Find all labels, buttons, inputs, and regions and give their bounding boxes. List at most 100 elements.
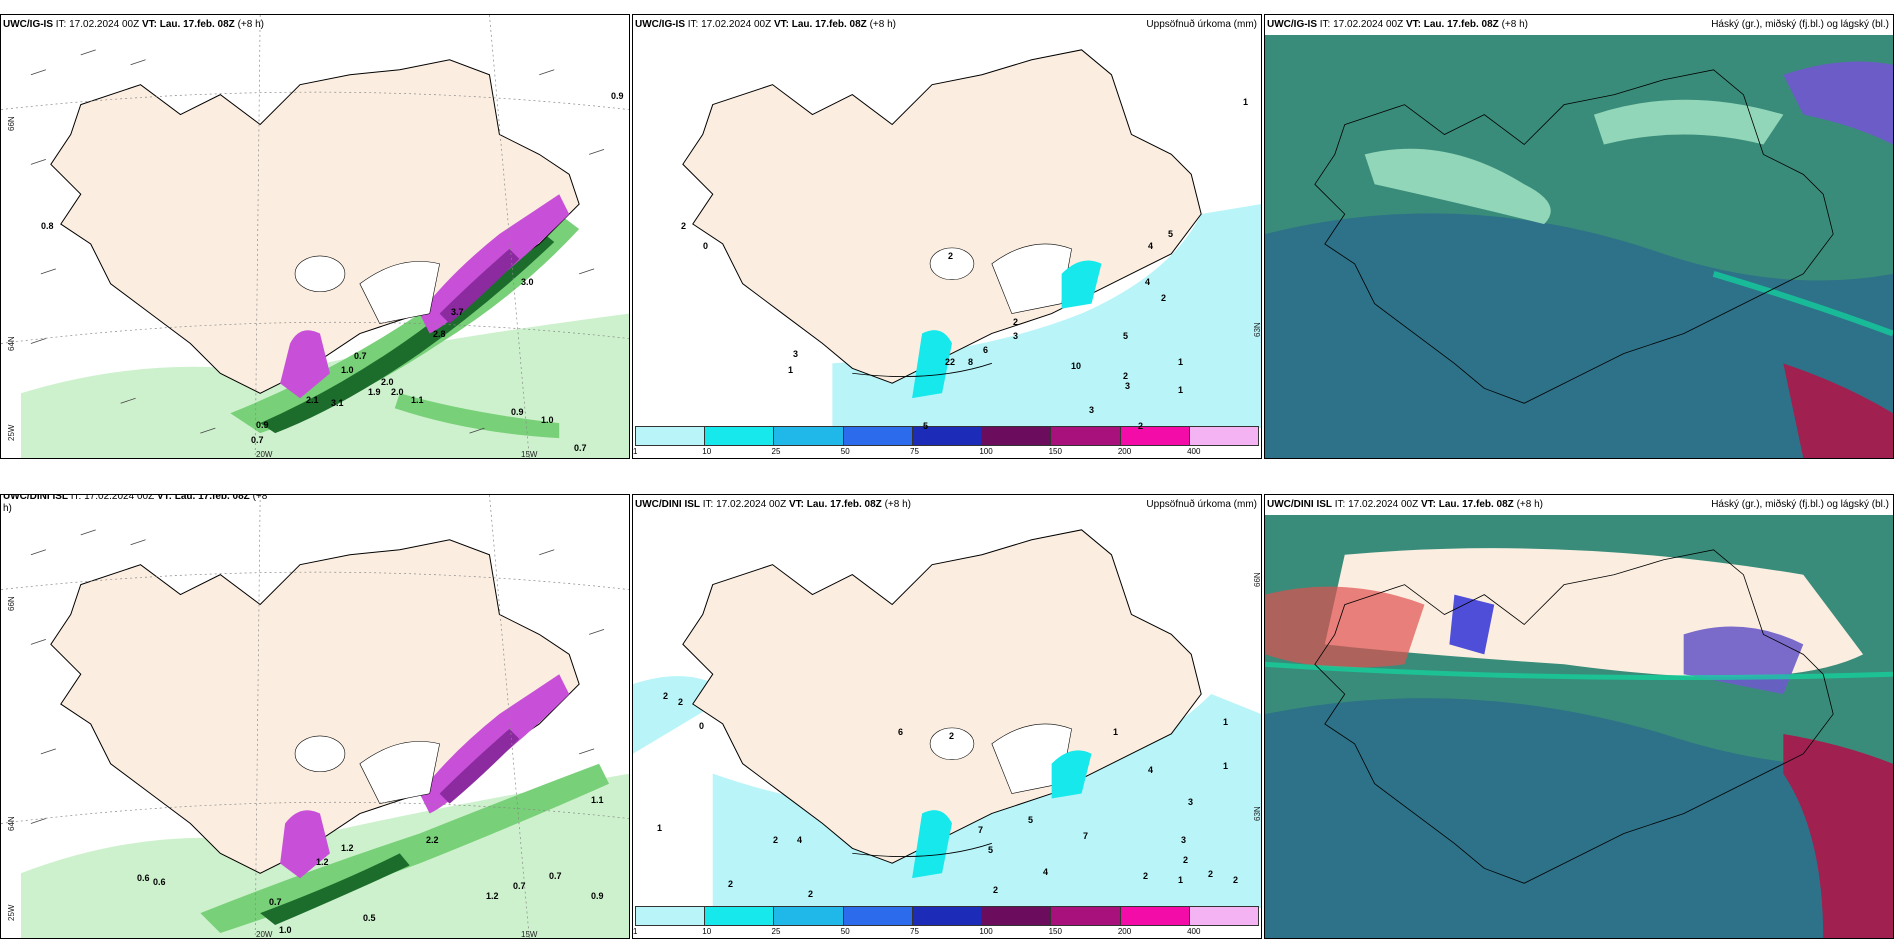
lon-label: 15W [521, 450, 538, 459]
colorbar-segment [1120, 907, 1190, 925]
colorbar-segment [774, 427, 844, 445]
wind-value: 3.7 [451, 307, 464, 317]
wind-map [1, 15, 629, 458]
lat-label: 66N [7, 116, 16, 131]
wind-value: 0.9 [611, 91, 624, 101]
colorbar-segment [1120, 427, 1190, 445]
precip-value: 2 [808, 889, 814, 899]
precip-value: 4 [1043, 867, 1049, 877]
lat-label: 25W [7, 424, 16, 441]
wind-value: 0.7 [269, 897, 282, 907]
lat-label: 64N [7, 336, 16, 351]
lat-label: 64N [7, 816, 16, 831]
colorbar-segment [982, 427, 1052, 445]
colorbar-segment [1189, 427, 1258, 445]
wind-value: 0.6 [137, 873, 150, 883]
precip-value: 8 [968, 357, 974, 367]
wind-value: 1.0 [279, 925, 292, 935]
precip-value: 2 [1013, 317, 1019, 327]
precip-value: 1 [1178, 875, 1184, 885]
wind-map [1, 495, 629, 938]
precip-value: 1 [1178, 385, 1184, 395]
precip-value: 4 [1148, 765, 1154, 775]
precip-value: 2 [949, 731, 955, 741]
wind-value: 0.7 [513, 881, 526, 891]
precip-value: 3 [1013, 331, 1019, 341]
wind-value: 0.7 [574, 443, 587, 453]
wind-value: 0.8 [41, 221, 54, 231]
colorbar-segment [982, 907, 1052, 925]
colorbar-segment [843, 427, 913, 445]
panel-wind-dini: UWC/DINI ISL IT: 17.02.2024 00Z VT: Lau.… [0, 494, 630, 939]
colorbar-segment [705, 907, 775, 925]
wind-value: 1.0 [341, 365, 354, 375]
wind-value: 1.1 [411, 395, 424, 405]
precip-value: 2 [1138, 421, 1144, 431]
cloud-map [1265, 35, 1893, 458]
colorbar-segment [912, 427, 983, 445]
wind-value: 3.1 [331, 398, 344, 408]
wind-value: 0.7 [549, 871, 562, 881]
wind-value: 1.1 [591, 795, 604, 805]
wind-value: 0.6 [153, 877, 166, 887]
lat-label: 63N [1253, 322, 1262, 337]
precip-value: 2 [678, 697, 684, 707]
colorbar-segment [1051, 907, 1121, 925]
precip-map [633, 15, 1261, 428]
lat-label: 63N [1253, 806, 1262, 821]
panel-clouds-igis: UWC/IG-IS IT: 17.02.2024 00Z VT: Lau. 17… [1264, 14, 1894, 459]
precip-colorbar [635, 906, 1259, 926]
wind-value: 3.0 [521, 277, 534, 287]
panel-title: Háský (gr.), miðský (fj.bl.) og lágský (… [1711, 19, 1889, 30]
panel-header-wrap: h) [3, 503, 12, 514]
precip-value: 6 [898, 727, 904, 737]
panel-header: UWC/DINI ISL IT: 17.02.2024 00Z VT: Lau.… [3, 494, 268, 502]
panel-header: UWC/IG-IS IT: 17.02.2024 00Z VT: Lau. 17… [3, 19, 264, 30]
precip-value: 1 [657, 823, 663, 833]
lon-label: 20W [256, 450, 273, 459]
precip-value: 2 [1143, 871, 1149, 881]
colorbar-segment [636, 427, 706, 445]
colorbar-segment [912, 907, 983, 925]
precip-value: 10 [1071, 361, 1082, 371]
precip-value: 2 [1208, 869, 1214, 879]
wind-value: 0.9 [256, 420, 269, 430]
precip-value: 5 [1168, 229, 1174, 239]
precip-value: 2 [1233, 875, 1239, 885]
precip-value: 3 [1188, 797, 1194, 807]
wind-value: 1.9 [368, 387, 381, 397]
panel-title: Háský (gr.), miðský (fj.bl.) og lágský (… [1711, 499, 1889, 510]
precip-map [633, 495, 1261, 908]
precip-value: 2 [1161, 293, 1167, 303]
precip-value: 2 [663, 691, 669, 701]
precip-value: 2 [728, 879, 734, 889]
precip-value: 1 [1223, 761, 1229, 771]
colorbar-segment [774, 907, 844, 925]
panel-header: UWC/DINI ISL IT: 17.02.2024 00Z VT: Lau.… [1267, 499, 1543, 510]
lon-label: 20W [256, 930, 273, 939]
precip-value: 5 [1123, 331, 1129, 341]
wind-value: 1.2 [341, 843, 354, 853]
precip-value: 3 [793, 349, 799, 359]
precip-value: 2 [1183, 855, 1189, 865]
precip-value: 22 [945, 357, 956, 367]
precip-value: 4 [797, 835, 803, 845]
colorbar-segment [1189, 907, 1258, 925]
wind-value: 0.9 [511, 407, 524, 417]
precip-value: 2 [1123, 371, 1129, 381]
colorbar-segment [843, 907, 913, 925]
precip-value: 3 [1125, 381, 1131, 391]
precip-value: 2 [993, 885, 999, 895]
wind-value: 2.0 [381, 377, 394, 387]
panel-precip-igis: UWC/IG-IS IT: 17.02.2024 00Z VT: Lau. 17… [632, 14, 1262, 459]
precip-value: 4 [1148, 241, 1154, 251]
precip-value: 6 [983, 345, 989, 355]
colorbar-segment [705, 427, 775, 445]
panel-header: UWC/IG-IS IT: 17.02.2024 00Z VT: Lau. 17… [635, 19, 896, 30]
panel-header: UWC/DINI ISL IT: 17.02.2024 00Z VT: Lau.… [635, 499, 911, 510]
wind-value: 2.2 [426, 835, 439, 845]
wind-value: 1.2 [486, 891, 499, 901]
precip-value: 2 [681, 221, 687, 231]
precip-value: 5 [923, 421, 929, 431]
precip-value: 7 [978, 825, 984, 835]
